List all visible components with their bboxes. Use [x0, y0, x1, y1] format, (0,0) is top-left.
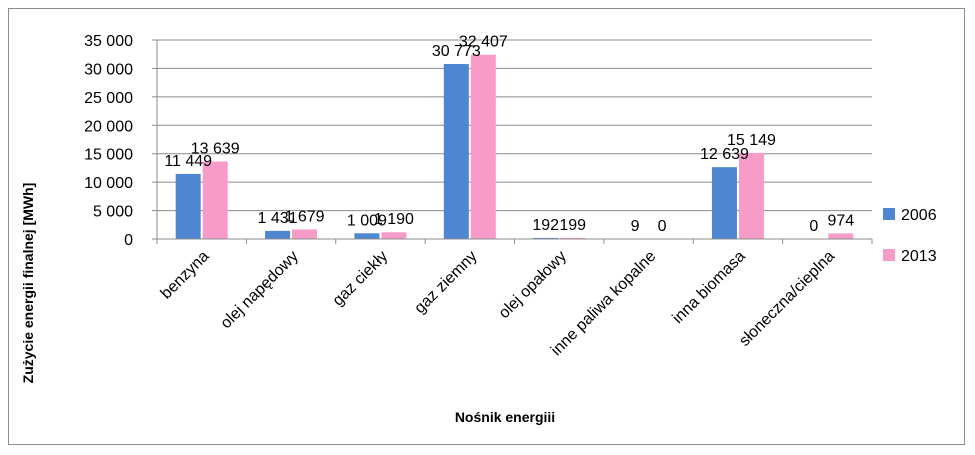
data-label-2006: 11 449	[164, 153, 212, 170]
data-label-2006: 30 773	[432, 43, 481, 60]
y-tick-label: 25 000	[84, 90, 133, 107]
x-tick-label: inna biomasa	[669, 248, 748, 327]
bar-2006	[443, 64, 469, 240]
data-label-2006: 1 431	[258, 210, 298, 227]
bar-2013	[738, 152, 764, 239]
data-label-2006: 9	[631, 218, 640, 235]
bar-2013	[202, 161, 228, 239]
x-tick-labels: benzyna olej napędowy gaz ciekły gaz ziemny…	[158, 248, 838, 359]
bar-2013	[381, 232, 407, 239]
data-label-2013: 1 679	[285, 208, 325, 225]
data-label-2013: 13 639	[191, 140, 240, 157]
y-axis-title: Zużycie energii finalnej [MWh]	[20, 183, 36, 384]
bar-2006	[265, 230, 291, 239]
data-label-2013: 974	[827, 212, 854, 229]
legend-swatch-2013	[883, 249, 895, 261]
legend-label-2013: 2013	[901, 248, 937, 265]
y-tick-label: 5 000	[93, 204, 133, 221]
legend-label-2006: 2006	[901, 207, 937, 224]
y-tick-label: 10 000	[84, 175, 133, 192]
data-label-2006: 12 639	[700, 146, 749, 163]
data-label-2013: 15 149	[727, 132, 776, 149]
bar-2013	[828, 233, 854, 239]
bar-2006	[533, 237, 559, 239]
y-tick-label: 35 000	[84, 33, 133, 50]
bar-2013	[292, 229, 318, 239]
bars	[175, 54, 854, 240]
y-tick-labels: 0 5 000 10 000 15 000 20 000 25 000 30 000 35 0…	[84, 33, 133, 249]
axes	[156, 40, 872, 240]
bar-2013	[470, 54, 496, 239]
bar-2013	[560, 237, 586, 239]
data-label-2006: 192	[532, 217, 559, 234]
y-tick-label: 30 000	[84, 61, 133, 78]
bar-2006	[175, 173, 201, 239]
data-label-2006: 0	[809, 218, 818, 235]
x-tick-label: gaz ciekły	[330, 248, 392, 310]
y-tick-label: 20 000	[84, 118, 133, 135]
x-axis-title: Nośnik energiii	[455, 409, 555, 425]
data-label-2013: 199	[559, 217, 586, 234]
legend-swatch-2006	[883, 208, 895, 220]
bar-2006	[354, 233, 380, 239]
x-tick-label: gaz ziemny	[411, 248, 480, 317]
data-label-2006: 1 009	[347, 212, 387, 229]
bar-2006	[711, 167, 737, 239]
x-tick-label: olej napędowy	[218, 248, 302, 332]
data-label-2013: 1 190	[374, 211, 414, 228]
y-tick-label: 15 000	[84, 147, 133, 164]
x-tick-label: benzyna	[158, 248, 213, 303]
x-tick-label: słoneczna/cieplna	[736, 248, 838, 350]
y-tick-label: 0	[124, 232, 133, 249]
data-label-2013: 32 407	[459, 34, 508, 51]
legend: 2006 2013	[883, 207, 937, 265]
x-tick-label: olej opałowy	[496, 248, 570, 322]
data-label-2013: 0	[658, 218, 667, 235]
